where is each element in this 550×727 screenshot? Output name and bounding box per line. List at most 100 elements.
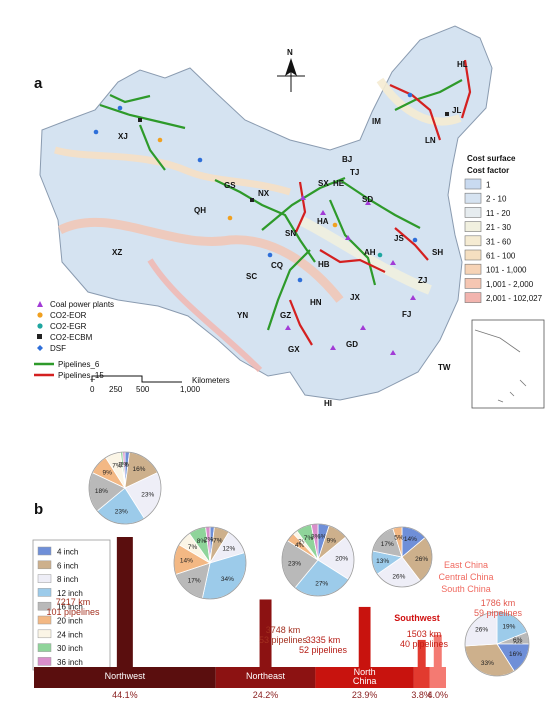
province-label-sn: SN <box>285 229 296 238</box>
region-label: North <box>354 667 376 677</box>
cost-legend-item: 21 - 30 <box>464 221 511 232</box>
pie-slice-label: 33% <box>481 660 494 667</box>
size-swatch <box>37 601 52 611</box>
size-legend: 4 inch 6 inch 8 inch 12 inch 16 inch 20 inch 2… <box>32 539 111 671</box>
pie-slice-label: 19% <box>502 624 515 631</box>
length-column <box>417 639 426 667</box>
cost-legend-subtitle: Cost factor <box>467 166 509 175</box>
province-label-hl: HL <box>457 60 468 69</box>
pipeline-count-label: 59 pipelines <box>474 608 523 618</box>
line-legend: Pipelines_6 Pipelines_15 <box>34 360 104 380</box>
size-legend-label: 16 inch <box>57 603 83 612</box>
cost-legend-item: 61 - 100 <box>464 249 516 261</box>
cost-band-2 <box>54 146 292 196</box>
line-legend-item: Pipelines_15 <box>34 371 104 380</box>
region-title: South China <box>441 584 491 594</box>
province-label-tw: TW <box>438 363 451 372</box>
line-legend-item: Pipelines_6 <box>34 360 100 369</box>
size-legend-item: 30 inch <box>37 643 83 653</box>
size-swatch <box>37 560 52 570</box>
region-bar <box>34 667 216 688</box>
circle-marker-icon <box>37 323 43 329</box>
cost-swatch <box>464 221 482 232</box>
cost-swatch <box>464 178 482 190</box>
point-legend-label: DSF <box>50 344 66 353</box>
cost-legend-item: 31 - 60 <box>464 235 511 246</box>
share-label: 24.2% <box>253 690 279 700</box>
pipeline-count-label: 101 pipelines <box>46 607 100 617</box>
pie-slice-label: 12% <box>222 546 235 553</box>
size-legend-label: 24 inch <box>57 630 83 639</box>
cost-swatch <box>464 292 482 303</box>
point-legend-label: Coal power plants <box>50 300 114 309</box>
region-bar <box>315 667 414 688</box>
cost-legend-item: 1,001 - 2,000 <box>464 278 534 289</box>
cost-swatch <box>464 192 482 204</box>
pie-slice-label: 7% <box>188 544 198 551</box>
scale-bar: 0 250 500 1,000 Kilometers <box>90 375 230 394</box>
province-label-he: HE <box>333 179 345 188</box>
size-legend-label: 36 inch <box>57 658 83 667</box>
cost-legend-item: 1 <box>464 178 491 190</box>
province-label-jl: JL <box>452 106 461 115</box>
point-legend-item: CO2-EGR <box>37 322 87 331</box>
china-outline <box>39 25 493 401</box>
pie-slice-label: 8% <box>197 538 207 545</box>
point-legend-label: CO2-EGR <box>50 322 87 331</box>
size-swatch <box>37 657 52 666</box>
pie-slice-label: 1% <box>118 461 128 468</box>
size-legend-label: 4 inch <box>57 548 78 557</box>
pie-slice-label: 7% <box>112 463 122 470</box>
share-label: 44.1% <box>112 690 138 700</box>
cost-band-5 <box>376 77 462 126</box>
pie-chart: 2%16%23%23%18%9%7%1%1% <box>88 451 162 525</box>
size-legend-item: 4 inch <box>37 546 78 557</box>
cost-swatch <box>464 263 482 275</box>
region-title: Southwest <box>394 613 440 623</box>
pie-chart: 19%6%0%16%33%26% <box>464 611 530 677</box>
province-label-ln: LN <box>425 136 436 145</box>
size-legend-item: 20 inch <box>37 615 83 626</box>
pie-slice-label: 1% <box>120 461 130 468</box>
north-arrow: N <box>277 48 305 92</box>
cost-band-1 <box>57 217 344 303</box>
province-label-gx: GX <box>288 345 300 354</box>
cost-band-4 <box>297 215 432 295</box>
province-label-hb: HB <box>318 260 330 269</box>
share-label: 23.9% <box>352 690 378 700</box>
pipelines-15 <box>288 59 472 346</box>
point-legend-label: CO2-ECBM <box>50 333 93 342</box>
province-label-cq: CQ <box>271 261 283 270</box>
size-legend-item: 16 inch <box>37 601 83 612</box>
cost-swatch <box>464 207 482 218</box>
pipeline-count-label: 53 pipelines <box>259 635 308 645</box>
cost-legend-label: 31 - 60 <box>486 237 511 246</box>
province-label-sx: SX <box>318 179 329 188</box>
province-label-tj: TJ <box>350 168 359 177</box>
size-legend-item: 8 inch <box>37 574 78 584</box>
length-column <box>259 599 272 667</box>
province-label-fj: FJ <box>402 310 411 319</box>
size-legend-item: 6 inch <box>37 560 78 570</box>
pie-slice-label: 7% <box>304 535 314 542</box>
pie-slice-label: 23% <box>288 561 301 568</box>
pie-chart: 2%7%12%34%17%14%7%8%2% <box>173 526 247 600</box>
inset-coast <box>474 329 527 403</box>
length-column <box>358 606 371 667</box>
size-swatch <box>37 588 52 597</box>
cost-legend-item: 2,001 - 102,027 <box>464 292 543 303</box>
pie-slice-label: 17% <box>188 578 201 585</box>
scale-tick-0: 0 <box>90 385 95 394</box>
pie-slice-label: 2% <box>207 536 217 543</box>
cost-legend-label: 2,001 - 102,027 <box>486 294 543 303</box>
region-bar <box>215 667 316 688</box>
size-legend-item: 36 inch <box>37 657 83 667</box>
circle-marker-icon <box>37 312 43 318</box>
pie-slice-label: 14% <box>404 536 417 543</box>
pie-slice-label: 2% <box>122 461 132 468</box>
province-label-sh: SH <box>432 248 443 257</box>
province-label-bj: BJ <box>342 155 352 164</box>
size-legend-label: 20 inch <box>57 617 83 626</box>
region-bar <box>429 667 446 688</box>
